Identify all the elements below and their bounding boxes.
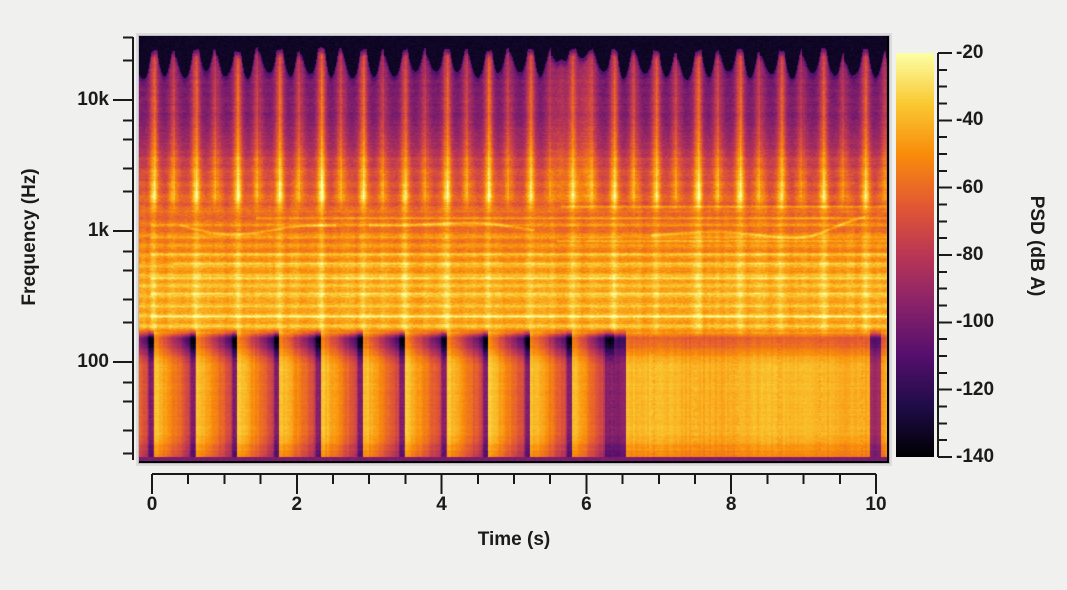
colorbar-tick-label: -60 (956, 176, 984, 198)
y-tick-label: 100 (77, 351, 109, 372)
colorbar-tick-label: -40 (956, 109, 984, 131)
x-tick-label: 6 (581, 494, 592, 515)
colorbar-tick-label: -80 (956, 244, 984, 265)
colorbar-title: PSD (dB A) (1026, 195, 1047, 297)
y-tick-label: 1k (87, 220, 109, 241)
spectrogram-canvas (139, 36, 887, 461)
x-tick-label: 10 (865, 494, 887, 515)
colorbar-gradient (896, 53, 934, 457)
colorbar-tick-label: -140 (956, 446, 995, 467)
y-axis-title: Frequency (Hz) (19, 168, 40, 306)
x-tick-label: 2 (291, 494, 303, 515)
colorbar-tick-label: -20 (956, 42, 984, 63)
x-tick-label: 0 (146, 494, 158, 515)
x-tick-label: 4 (436, 494, 447, 515)
colorbar-tick-label: -120 (956, 378, 995, 400)
x-axis-title: Time (s) (477, 529, 551, 550)
y-tick-label: 10k (77, 89, 109, 110)
x-tick-label: 8 (725, 494, 737, 515)
colorbar-tick-label: -100 (956, 311, 995, 333)
